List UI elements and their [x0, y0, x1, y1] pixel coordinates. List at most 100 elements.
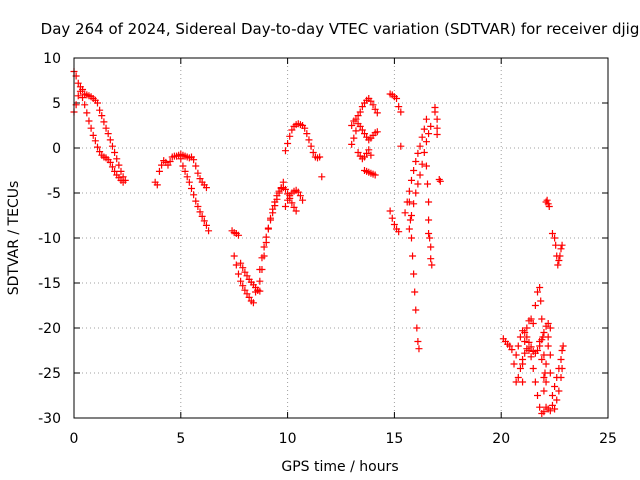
data-point-marker [433, 115, 441, 123]
data-point-marker [281, 185, 289, 193]
data-point-marker [407, 234, 415, 242]
data-point-marker [230, 252, 238, 260]
data-point-marker [309, 149, 317, 156]
data-point-marker [411, 288, 419, 296]
data-point-marker [258, 254, 266, 262]
data-point-marker [386, 207, 394, 215]
data-point-marker [245, 293, 253, 301]
data-point-marker [243, 272, 251, 280]
data-point-marker [288, 199, 296, 207]
data-point-marker [427, 122, 435, 130]
data-point-marker [529, 320, 537, 327]
data-point-marker [542, 360, 550, 368]
data-points [70, 68, 567, 417]
data-point-marker [401, 209, 409, 217]
data-series [228, 227, 242, 239]
data-point-marker [93, 99, 101, 107]
data-point-marker [546, 407, 554, 415]
y-tick-label: -30 [38, 411, 61, 427]
data-point-marker [415, 345, 423, 353]
data-point-marker [544, 342, 552, 350]
data-point-marker [548, 230, 556, 237]
data-point-marker [96, 106, 104, 114]
data-point-marker [409, 252, 417, 260]
data-point-marker [538, 315, 546, 323]
data-point-marker [192, 162, 200, 170]
y-tick-label: -15 [38, 276, 61, 292]
data-series [548, 230, 566, 269]
data-series [422, 162, 436, 269]
data-point-marker [537, 297, 545, 305]
data-series [512, 345, 556, 417]
data-point-marker [433, 131, 441, 138]
data-point-marker [348, 122, 356, 129]
data-point-marker [420, 125, 428, 133]
data-point-marker [249, 299, 257, 307]
data-series [348, 120, 381, 148]
data-point-marker [412, 306, 420, 314]
data-point-marker [414, 149, 422, 157]
data-point-marker [196, 208, 204, 216]
data-point-marker [299, 196, 307, 204]
data-series [405, 122, 435, 233]
data-point-marker [115, 161, 123, 169]
data-point-marker [557, 356, 565, 363]
data-point-marker [348, 140, 356, 148]
data-series [281, 120, 326, 181]
data-point-marker [316, 153, 324, 161]
data-point-marker [512, 351, 520, 359]
data-point-marker [514, 342, 522, 350]
data-point-marker [158, 161, 166, 169]
data-point-marker [294, 188, 302, 196]
y-tick-label: -10 [38, 231, 61, 247]
data-point-marker [281, 147, 289, 155]
data-point-marker [536, 403, 544, 411]
data-point-marker [557, 374, 565, 381]
data-point-marker [523, 333, 531, 341]
data-point-marker [534, 392, 542, 399]
data-point-marker [243, 290, 251, 298]
data-series [360, 167, 379, 179]
data-series [386, 207, 403, 236]
data-point-marker [514, 374, 522, 381]
data-point-marker [106, 136, 114, 144]
data-point-marker [546, 369, 554, 377]
data-point-marker [548, 401, 556, 409]
data-point-marker [286, 132, 294, 140]
y-tick-label: 5 [52, 96, 61, 112]
data-point-marker [111, 167, 119, 175]
data-point-marker [373, 109, 381, 117]
data-point-marker [301, 124, 309, 132]
data-point-marker [117, 167, 125, 175]
data-point-marker [307, 142, 315, 150]
data-point-marker [281, 203, 289, 210]
data-point-marker [241, 268, 249, 276]
axis-ticks: 0 5 10 15 20 25 10 5 0 -5 -10 -15 -20 -25 -30 [38, 51, 617, 447]
data-point-marker [279, 178, 287, 186]
data-point-marker [369, 101, 377, 109]
data-point-marker [100, 118, 108, 126]
data-point-marker [262, 233, 270, 241]
data-point-marker [284, 140, 292, 147]
data-point-marker [390, 221, 398, 228]
data-point-marker [540, 408, 548, 416]
data-point-marker [525, 338, 533, 346]
data-point-marker [360, 130, 368, 138]
data-series [551, 365, 566, 413]
data-series [405, 198, 423, 353]
data-series [70, 87, 127, 186]
data-series [237, 259, 264, 295]
data-point-marker [256, 266, 264, 273]
data-point-marker [104, 130, 112, 138]
data-point-marker [516, 333, 524, 341]
data-point-marker [540, 351, 548, 359]
data-series [70, 68, 129, 184]
data-point-marker [558, 241, 566, 249]
data-point-marker [358, 103, 366, 111]
data-point-marker [200, 217, 208, 225]
y-tick-label: -5 [47, 186, 61, 202]
data-point-marker [365, 146, 373, 154]
data-point-marker [534, 347, 542, 354]
data-point-marker [87, 124, 95, 132]
data-point-marker [414, 338, 422, 345]
